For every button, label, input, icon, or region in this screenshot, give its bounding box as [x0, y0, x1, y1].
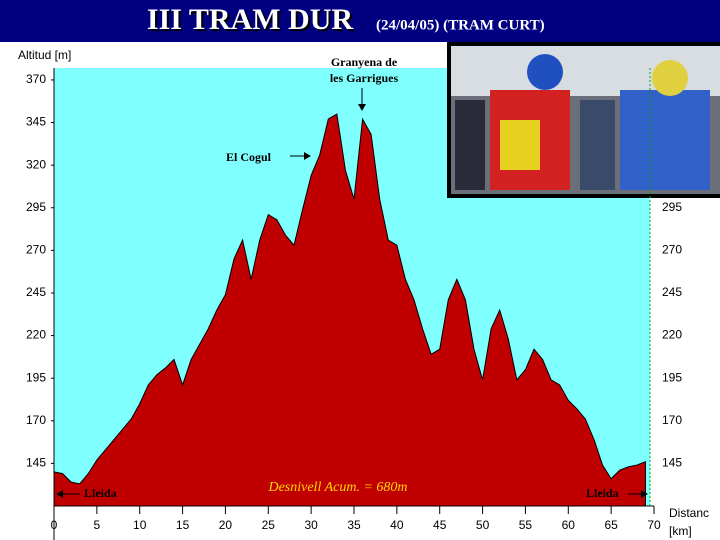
y-tick-label: 245: [26, 285, 46, 299]
x-tick-label: 55: [519, 518, 533, 532]
annotation: Granyena de: [331, 55, 398, 69]
x-tick-label: 50: [476, 518, 490, 532]
y-tick-label: 220: [26, 328, 46, 342]
arrow-head: [641, 490, 648, 498]
y2-tick-label: 170: [662, 413, 682, 427]
y2-tick-label: 195: [662, 370, 682, 384]
arrow-head: [358, 104, 366, 111]
x-tick-label: 30: [304, 518, 318, 532]
y-tick-label: 345: [26, 115, 46, 129]
y-tick-label: 170: [26, 413, 46, 427]
x-tick-label: 25: [262, 518, 276, 532]
photo: [447, 42, 720, 198]
y-axis-label: Altitud [m]: [18, 48, 71, 62]
x-tick-label: 60: [562, 518, 576, 532]
y-tick-label: 320: [26, 157, 46, 171]
y-tick-label: 370: [26, 72, 46, 86]
y2-tick-label: 145: [662, 456, 682, 470]
title-bar: [0, 0, 720, 42]
x-tick-label: 40: [390, 518, 404, 532]
x-tick-label: 10: [133, 518, 147, 532]
x-tick-label: 20: [219, 518, 233, 532]
arrow-head: [304, 152, 311, 160]
arrow-head: [56, 490, 63, 498]
chart-subtitle: (24/04/05) (TRAM CURT): [376, 17, 545, 33]
x-tick-label: 35: [347, 518, 361, 532]
y2-tick-label: 270: [662, 243, 682, 257]
x-tick-label: 15: [176, 518, 190, 532]
annotation: Lleida: [84, 486, 117, 500]
annotation: Desnivell Acum. = 680m: [267, 480, 407, 495]
x-axis-label: Distanc: [669, 506, 709, 520]
x-tick-label: 70: [647, 518, 661, 532]
annotation: Lleida: [586, 486, 619, 500]
y2-tick-label: 295: [662, 200, 682, 214]
chart-title-shadow: III TRAM DUR: [149, 5, 355, 38]
y-tick-label: 295: [26, 200, 46, 214]
x-tick-label: 45: [433, 518, 447, 532]
y2-tick-label: 220: [662, 328, 682, 342]
y-tick-label: 195: [26, 370, 46, 384]
chart-title: III TRAM DUR: [147, 3, 353, 36]
x-tick-label: 65: [604, 518, 618, 532]
annotation: El Cogul: [226, 150, 272, 164]
y-tick-label: 270: [26, 243, 46, 257]
annotation: les Garrigues: [330, 71, 399, 85]
y-tick-label: 145: [26, 456, 46, 470]
x-tick-label: 5: [94, 518, 101, 532]
elevation-area: [53, 113, 646, 507]
y2-tick-label: 245: [662, 285, 682, 299]
x-axis-label: [km]: [669, 524, 692, 538]
